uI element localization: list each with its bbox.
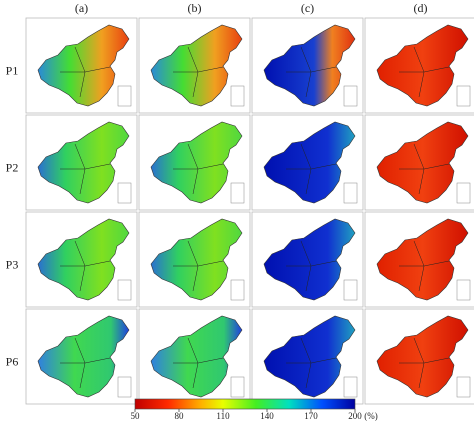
inset-box xyxy=(117,279,132,301)
china-map xyxy=(376,121,471,204)
column-label: (b) xyxy=(188,1,202,15)
map-region xyxy=(263,24,356,107)
china-map xyxy=(150,121,245,204)
region-borders xyxy=(60,143,111,195)
map-region xyxy=(150,218,243,301)
inset-box xyxy=(456,182,471,204)
colorbar xyxy=(134,398,356,410)
map-region xyxy=(376,24,469,107)
inset-box xyxy=(117,85,132,107)
region-borders xyxy=(60,46,111,98)
map-region xyxy=(263,315,356,398)
colorbar-tick-label: 80 xyxy=(175,411,185,421)
china-map xyxy=(263,121,358,204)
colorbar-tick-label: 110 xyxy=(216,411,230,421)
inset-box xyxy=(343,376,358,398)
map-region xyxy=(263,218,356,301)
inset-box xyxy=(456,85,471,107)
region-borders xyxy=(173,143,224,195)
inset-box xyxy=(456,376,471,398)
map-region xyxy=(37,121,130,204)
inset-box xyxy=(117,376,132,398)
colorbar-tick-label: 140 xyxy=(260,411,274,421)
row-label: P2 xyxy=(6,160,19,174)
china-map xyxy=(376,218,471,301)
china-map xyxy=(37,121,132,204)
china-map xyxy=(37,218,132,301)
china-map xyxy=(376,24,471,107)
map-region xyxy=(37,315,130,398)
map-region xyxy=(150,315,243,398)
region-borders xyxy=(173,337,224,389)
inset-box xyxy=(343,279,358,301)
region-borders xyxy=(286,143,337,195)
map-region xyxy=(150,24,243,107)
map-panels xyxy=(25,17,474,405)
map-region xyxy=(263,121,356,204)
row-label: P3 xyxy=(6,257,19,271)
row-label: P1 xyxy=(6,63,19,77)
map-region xyxy=(376,218,469,301)
region-borders xyxy=(399,46,450,98)
region-borders xyxy=(286,240,337,292)
colorbar-tick-label: 200 xyxy=(348,411,362,421)
inset-box xyxy=(343,85,358,107)
colorbar-tick-label: 170 xyxy=(304,411,318,421)
inset-box xyxy=(343,182,358,204)
region-borders xyxy=(60,337,111,389)
region-borders xyxy=(399,337,450,389)
colorbar-unit: (%) xyxy=(364,411,378,421)
region-borders xyxy=(173,240,224,292)
inset-box xyxy=(117,182,132,204)
column-label: (a) xyxy=(75,1,88,15)
region-borders xyxy=(286,46,337,98)
column-label: (c) xyxy=(301,1,314,15)
inset-box xyxy=(230,85,245,107)
map-region xyxy=(37,218,130,301)
region-borders xyxy=(60,240,111,292)
china-map xyxy=(150,315,245,398)
map-region xyxy=(376,121,469,204)
map-region xyxy=(376,315,469,398)
inset-box xyxy=(230,376,245,398)
china-map xyxy=(37,24,132,107)
china-map xyxy=(150,24,245,107)
region-borders xyxy=(399,240,450,292)
column-label: (d) xyxy=(414,1,428,15)
region-borders xyxy=(399,143,450,195)
china-map xyxy=(376,315,471,398)
row-label: P6 xyxy=(6,354,19,368)
region-borders xyxy=(286,337,337,389)
china-map xyxy=(263,24,358,107)
colorbar-tick-label: 50 xyxy=(131,411,141,421)
region-borders xyxy=(173,46,224,98)
map-region xyxy=(37,24,130,107)
china-map xyxy=(263,315,358,398)
map-region xyxy=(150,121,243,204)
inset-box xyxy=(456,279,471,301)
china-map xyxy=(263,218,358,301)
inset-box xyxy=(230,182,245,204)
china-map xyxy=(150,218,245,301)
china-map xyxy=(37,315,132,398)
inset-box xyxy=(230,279,245,301)
